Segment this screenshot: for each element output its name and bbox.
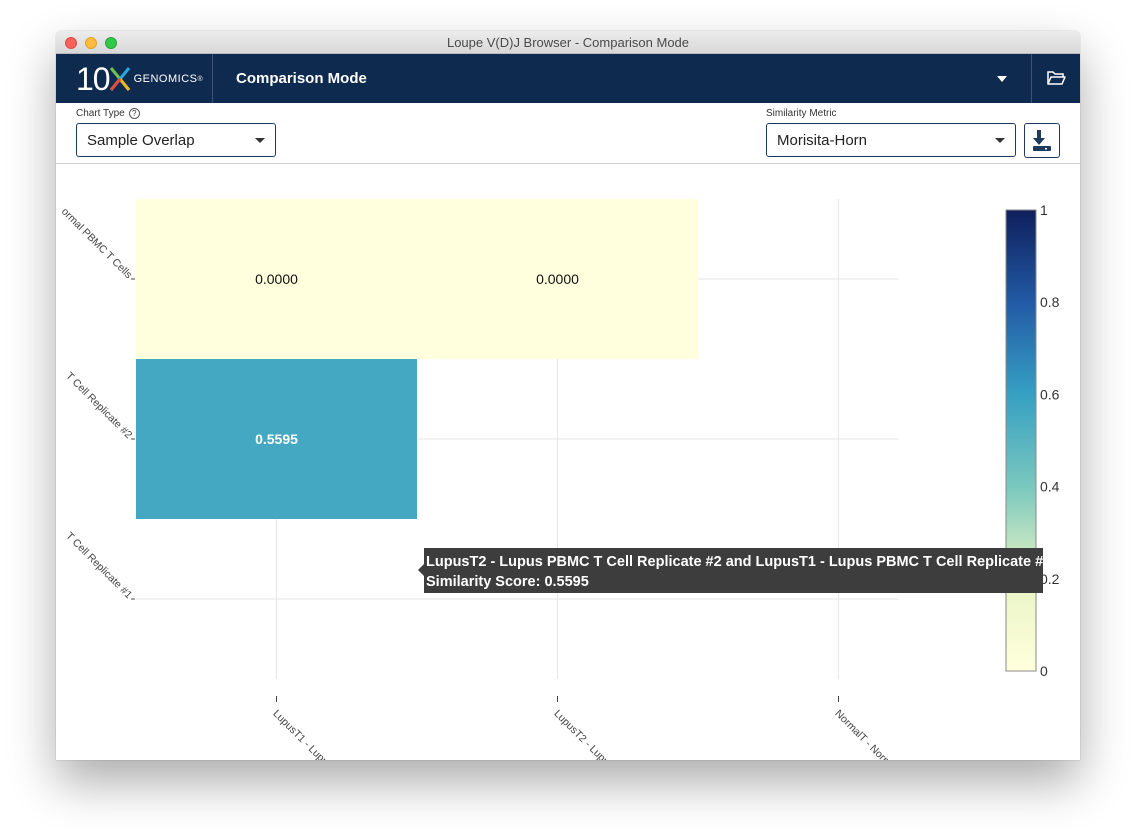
download-icon xyxy=(1033,130,1051,151)
colorbar xyxy=(1005,209,1037,672)
chart-type-label: Chart Type? xyxy=(76,108,140,119)
chevron-down-icon xyxy=(255,138,265,143)
heatmap-tooltip: LupusT2 - Lupus PBMC T Cell Replicate #2… xyxy=(418,548,1051,593)
app-window: Loupe V(D)J Browser - Comparison Mode 10… xyxy=(56,31,1080,760)
header-divider xyxy=(212,54,213,103)
x-axis-tick-label: LupusT2 - Lupus P xyxy=(551,708,622,760)
colorbar-tick-label: 0.8 xyxy=(1040,294,1060,310)
mode-menu-chevron-down-icon[interactable] xyxy=(997,76,1007,82)
y-axis-tick-label: T Cell Replicate #1 xyxy=(63,530,134,601)
title-bar: Loupe V(D)J Browser - Comparison Mode xyxy=(56,31,1080,54)
header-divider xyxy=(1031,54,1032,103)
colorbar-tick-label: 0.6 xyxy=(1040,386,1060,402)
10x-genomics-logo: 10 GENOMICS ® xyxy=(76,60,203,97)
app-header: 10 GENOMICS ® Comparison Mode xyxy=(56,54,1080,103)
x-axis-tick-label: LupusT1 - Lupus P xyxy=(270,708,341,760)
x-axis-tick-label: NormalT - Normal xyxy=(832,708,899,760)
close-window-button[interactable] xyxy=(65,37,77,49)
folder-open-icon xyxy=(1047,71,1066,85)
chart-toolbar: Chart Type? Sample Overlap Similarity Me… xyxy=(56,103,1080,164)
heatmap-cell-label: 0.5595 xyxy=(255,431,298,447)
heatmap-cell xyxy=(136,359,417,519)
chart-type-select[interactable]: Sample Overlap xyxy=(76,123,276,157)
y-axis-tick-label: T Cell Replicate #2 xyxy=(63,370,134,441)
logo-x-icon xyxy=(109,67,130,91)
heatmap-cell-label: 0.0000 xyxy=(255,271,298,287)
open-folder-button[interactable] xyxy=(1032,54,1080,103)
heatmap-cell xyxy=(417,199,698,359)
heatmap-svg: 0.0000 0.0000 0.5595 ormal PBMC T Cells T Ce… xyxy=(59,199,1060,760)
colorbar-tick-label: 0.2 xyxy=(1040,571,1060,587)
y-axis-tick-label: ormal PBMC T Cells xyxy=(59,206,134,281)
mode-title: Comparison Mode xyxy=(236,70,367,87)
colorbar-tick-label: 1 xyxy=(1040,202,1048,218)
chevron-down-icon xyxy=(995,138,1005,143)
heatmap-cell-label: 0.0000 xyxy=(536,271,579,287)
zoom-window-button[interactable] xyxy=(105,37,117,49)
similarity-metric-select[interactable]: Morisita-Horn xyxy=(766,123,1016,157)
heatmap-cell xyxy=(136,199,417,359)
sample-overlap-heatmap: 0.0000 0.0000 0.5595 ormal PBMC T Cells T Ce… xyxy=(56,164,1080,760)
help-icon[interactable]: ? xyxy=(128,108,140,119)
download-button[interactable] xyxy=(1024,123,1060,158)
colorbar-tick-label: 0.4 xyxy=(1040,479,1060,495)
window-title: Loupe V(D)J Browser - Comparison Mode xyxy=(446,35,690,50)
colorbar-tick-label: 0 xyxy=(1040,663,1048,679)
similarity-metric-label: Similarity Metric xyxy=(766,108,837,119)
minimize-window-button[interactable] xyxy=(85,37,97,49)
